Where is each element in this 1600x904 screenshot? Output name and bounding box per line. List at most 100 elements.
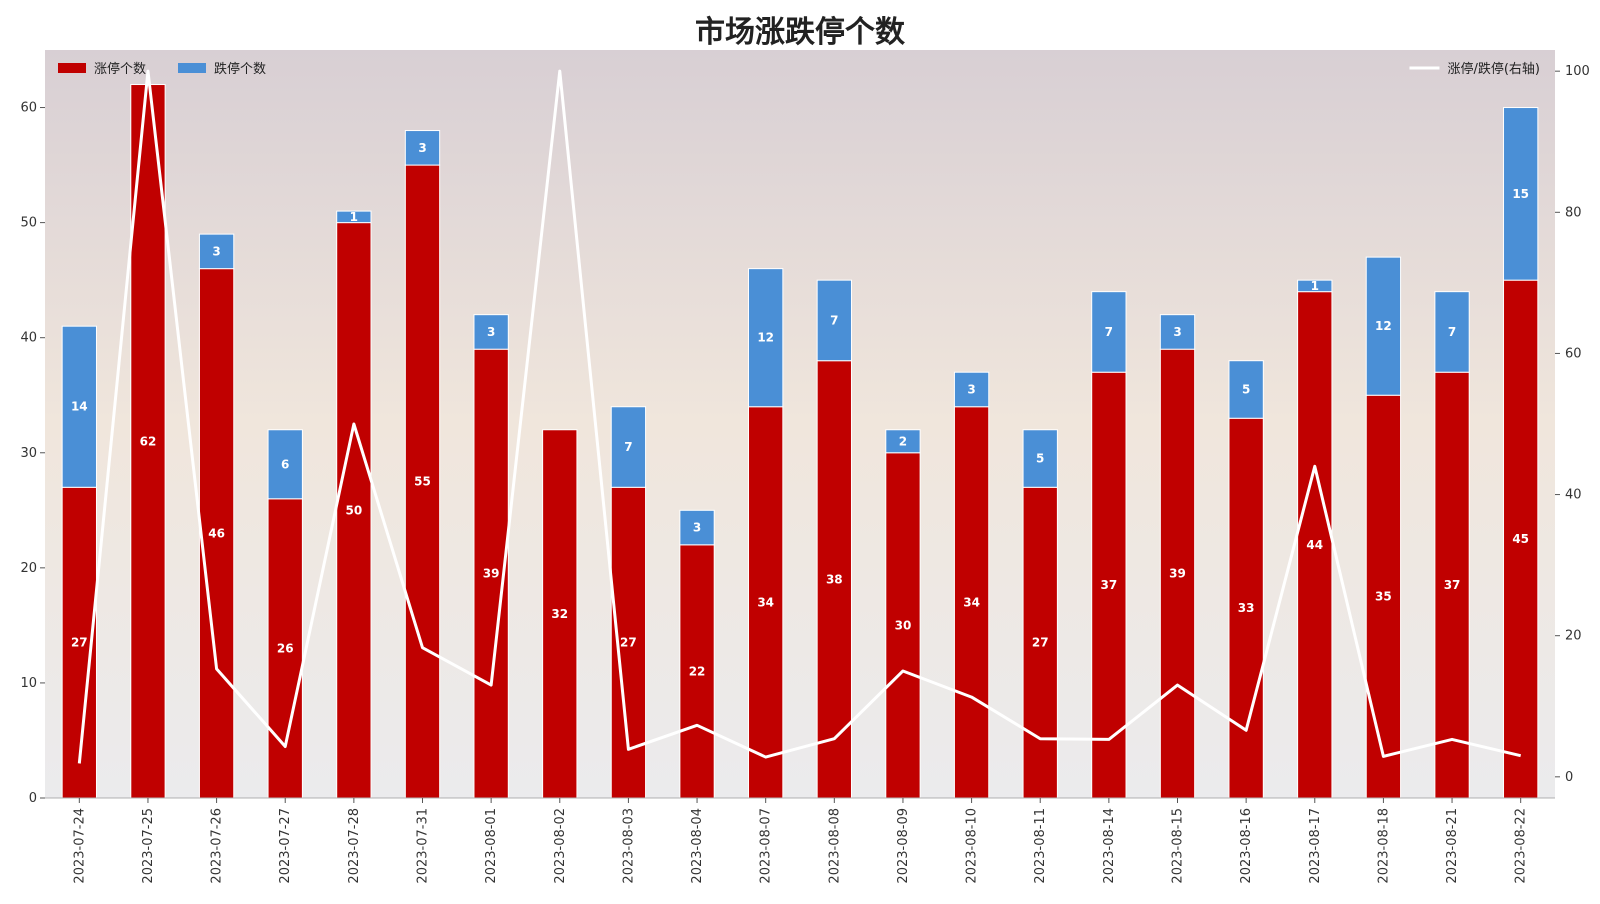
bar-limit-up-2023-07-28 — [336, 222, 372, 799]
bar-limit-down-2023-08-11 — [1022, 429, 1058, 488]
bar-label-limit-down-2023-07-27: 6 — [281, 457, 289, 471]
bar-limit-up-2023-08-14 — [1091, 371, 1127, 799]
y-right-tick-label: 60 — [1565, 346, 1582, 361]
y-left-tick-label: 60 — [20, 101, 37, 116]
x-tick-label: 2023-08-18 — [1376, 808, 1391, 884]
bar-label-limit-up-2023-07-24: 27 — [71, 636, 88, 650]
bar-limit-up-2023-08-17 — [1297, 291, 1333, 799]
bar-label-limit-up-2023-08-18: 35 — [1375, 590, 1392, 604]
bar-limit-down-2023-07-24 — [61, 325, 97, 488]
y-left-tick-label: 30 — [20, 446, 37, 461]
bar-limit-down-2023-08-17 — [1297, 279, 1333, 293]
bar-label-limit-up-2023-08-01: 39 — [483, 567, 500, 581]
y-right-tick-label: 20 — [1565, 629, 1582, 644]
bar-label-limit-down-2023-08-15: 3 — [1173, 325, 1181, 339]
bar-label-limit-down-2023-08-07: 12 — [757, 331, 774, 345]
ratio-line — [77, 69, 1522, 764]
x-tick-label: 2023-07-27 — [278, 808, 293, 884]
bar-label-limit-up-2023-07-25: 62 — [140, 434, 157, 448]
legend-swatch-limit-up — [58, 63, 86, 73]
bar-label-limit-up-2023-08-15: 39 — [1169, 567, 1186, 581]
bar-label-limit-down-2023-08-04: 3 — [693, 521, 701, 535]
bar-label-limit-up-2023-07-31: 55 — [414, 475, 431, 489]
x-tick-label: 2023-08-11 — [1033, 808, 1048, 884]
bar-limit-down-2023-08-21 — [1434, 291, 1470, 373]
x-tick-label: 2023-08-16 — [1239, 808, 1254, 884]
x-tick-label: 2023-08-10 — [965, 808, 980, 884]
bar-limit-up-2023-08-22 — [1503, 279, 1539, 799]
bar-limit-up-2023-07-27 — [267, 498, 303, 799]
bar-limit-down-2023-07-27 — [267, 429, 303, 500]
bar-limit-down-2023-08-10 — [953, 371, 990, 408]
bar-limit-down-2023-08-14 — [1091, 291, 1127, 373]
bar-limit-down-2023-08-18 — [1365, 256, 1402, 396]
y-right-tick-label: 80 — [1565, 205, 1582, 220]
bar-label-limit-down-2023-07-26: 3 — [212, 244, 220, 258]
y-left-tick-label: 10 — [20, 676, 37, 691]
bar-label-limit-up-2023-07-27: 26 — [277, 641, 294, 655]
x-tick-label: 2023-07-31 — [416, 808, 431, 884]
x-tick-label: 2023-08-08 — [827, 808, 842, 884]
y-left-tick-label: 50 — [20, 216, 37, 231]
bar-limit-up-2023-08-04 — [679, 544, 715, 799]
x-tick-label: 2023-07-24 — [72, 808, 87, 884]
bar-limit-up-2023-07-31 — [404, 164, 441, 799]
x-tick-label: 2023-08-14 — [1102, 808, 1117, 884]
bar-limit-up-2023-08-10 — [953, 406, 990, 799]
bar-label-limit-up-2023-08-07: 34 — [757, 595, 774, 609]
bar-label-limit-up-2023-08-22: 45 — [1512, 532, 1529, 546]
bar-label-limit-up-2023-08-14: 37 — [1101, 578, 1118, 592]
x-tick-label: 2023-08-07 — [759, 808, 774, 884]
x-tick-label: 2023-08-03 — [621, 808, 636, 884]
bar-limit-up-2023-08-15 — [1159, 348, 1196, 799]
bar-limit-up-2023-08-21 — [1434, 371, 1470, 799]
bar-label-limit-up-2023-08-09: 30 — [895, 618, 912, 632]
x-tick-label: 2023-08-09 — [896, 808, 911, 884]
legend-swatch-limit-down — [178, 63, 206, 73]
bar-label-limit-down-2023-08-16: 5 — [1242, 382, 1250, 396]
bar-limit-up-2023-08-18 — [1365, 394, 1402, 799]
line-layer — [77, 69, 1522, 764]
bar-label-limit-down-2023-08-21: 7 — [1448, 325, 1456, 339]
bar-limit-down-2023-08-22 — [1503, 107, 1539, 281]
bar-label-limit-down-2023-08-22: 15 — [1512, 187, 1529, 201]
y-left-tick-label: 0 — [29, 791, 37, 806]
bar-label-limit-down-2023-08-08: 7 — [830, 313, 838, 327]
bar-limit-down-2023-08-08 — [816, 279, 852, 362]
x-tick-label: 2023-07-25 — [141, 808, 156, 884]
x-tick-label: 2023-08-22 — [1514, 808, 1529, 884]
bar-limit-down-2023-07-26 — [198, 233, 235, 270]
bar-label-limit-up-2023-08-03: 27 — [620, 636, 637, 650]
y-right-tick-label: 40 — [1565, 488, 1582, 503]
legend-label-ratio: 涨停/跌停(右轴) — [1447, 61, 1540, 77]
bar-limit-down-2023-07-31 — [404, 130, 441, 166]
bar-limit-down-2023-08-04 — [679, 509, 715, 546]
bar-limit-down-2023-08-03 — [610, 406, 647, 488]
bar-label-limit-up-2023-08-17: 44 — [1306, 538, 1323, 552]
bar-label-limit-up-2023-08-10: 34 — [963, 595, 980, 609]
bar-limit-down-2023-08-07 — [748, 268, 784, 408]
bar-label-limit-up-2023-07-28: 50 — [346, 503, 363, 517]
bar-label-limit-down-2023-08-09: 2 — [899, 434, 907, 448]
bar-limit-down-2023-08-16 — [1228, 360, 1264, 419]
x-tick-label: 2023-08-21 — [1445, 808, 1460, 884]
bar-limit-up-2023-07-25 — [130, 84, 166, 799]
y-left-tick-label: 40 — [20, 331, 37, 346]
y-left-tick-label: 20 — [20, 561, 37, 576]
bar-limit-up-2023-08-02 — [542, 429, 578, 799]
y-right-tick-label: 100 — [1565, 64, 1590, 79]
x-tick-label: 2023-08-01 — [484, 808, 499, 884]
bar-limit-up-2023-07-26 — [198, 268, 235, 799]
bar-label-limit-up-2023-08-16: 33 — [1238, 601, 1255, 615]
x-tick-label: 2023-08-17 — [1308, 808, 1323, 884]
bar-limit-down-2023-08-01 — [473, 314, 509, 350]
bar-limit-down-2023-08-09 — [885, 429, 921, 454]
bar-label-limit-down-2023-08-17: 1 — [1311, 279, 1319, 293]
bar-label-limit-down-2023-08-11: 5 — [1036, 452, 1044, 466]
bar-label-limit-down-2023-08-14: 7 — [1105, 325, 1113, 339]
bar-label-limit-up-2023-08-08: 38 — [826, 572, 843, 586]
legend-label-limit-up: 涨停个数 — [94, 61, 146, 77]
bar-label-limit-up-2023-08-04: 22 — [689, 664, 706, 678]
bar-label-limit-down-2023-08-18: 12 — [1375, 319, 1392, 333]
